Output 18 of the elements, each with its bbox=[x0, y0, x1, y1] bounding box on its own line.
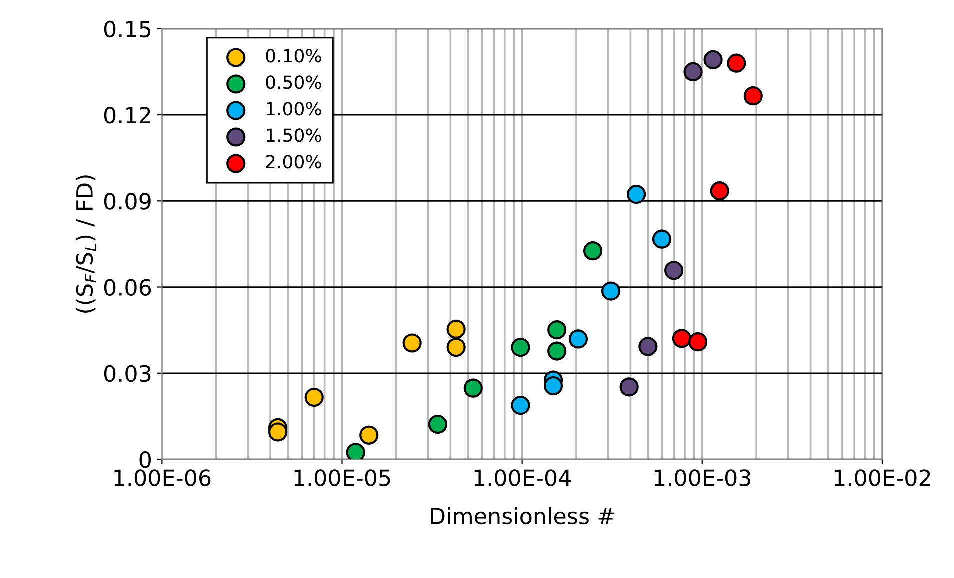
legend-label: 0.10% bbox=[266, 49, 322, 63]
legend-label: 1.00% bbox=[266, 102, 322, 116]
y-axis-title: ((S$_{F}$/S$_{L}$) / FD) bbox=[76, 176, 96, 313]
y-tick-label: 0.15 bbox=[104, 20, 151, 38]
y-tick-label: 0.06 bbox=[104, 279, 152, 296]
x-tick-label: 1.00E-04 bbox=[474, 470, 571, 486]
x-tick-label: 1.00E-02 bbox=[834, 470, 930, 486]
y-tick-label: 0.12 bbox=[104, 106, 150, 124]
x-axis-title: Dimensionless # bbox=[431, 507, 614, 525]
y-tick-label: 0.03 bbox=[104, 365, 151, 382]
legend-label: 0.50% bbox=[266, 76, 322, 90]
x-tick-label: 1.00E-03 bbox=[654, 470, 751, 486]
x-tick-label: 1.00E-05 bbox=[294, 470, 390, 486]
y-tick-label: 0.09 bbox=[104, 193, 151, 210]
legend-label: 1.50% bbox=[266, 128, 322, 142]
x-tick-label: 1.00E-06 bbox=[114, 470, 211, 486]
y-tick-label: 0 bbox=[140, 451, 151, 468]
legend-label: 2.00% bbox=[266, 155, 322, 169]
